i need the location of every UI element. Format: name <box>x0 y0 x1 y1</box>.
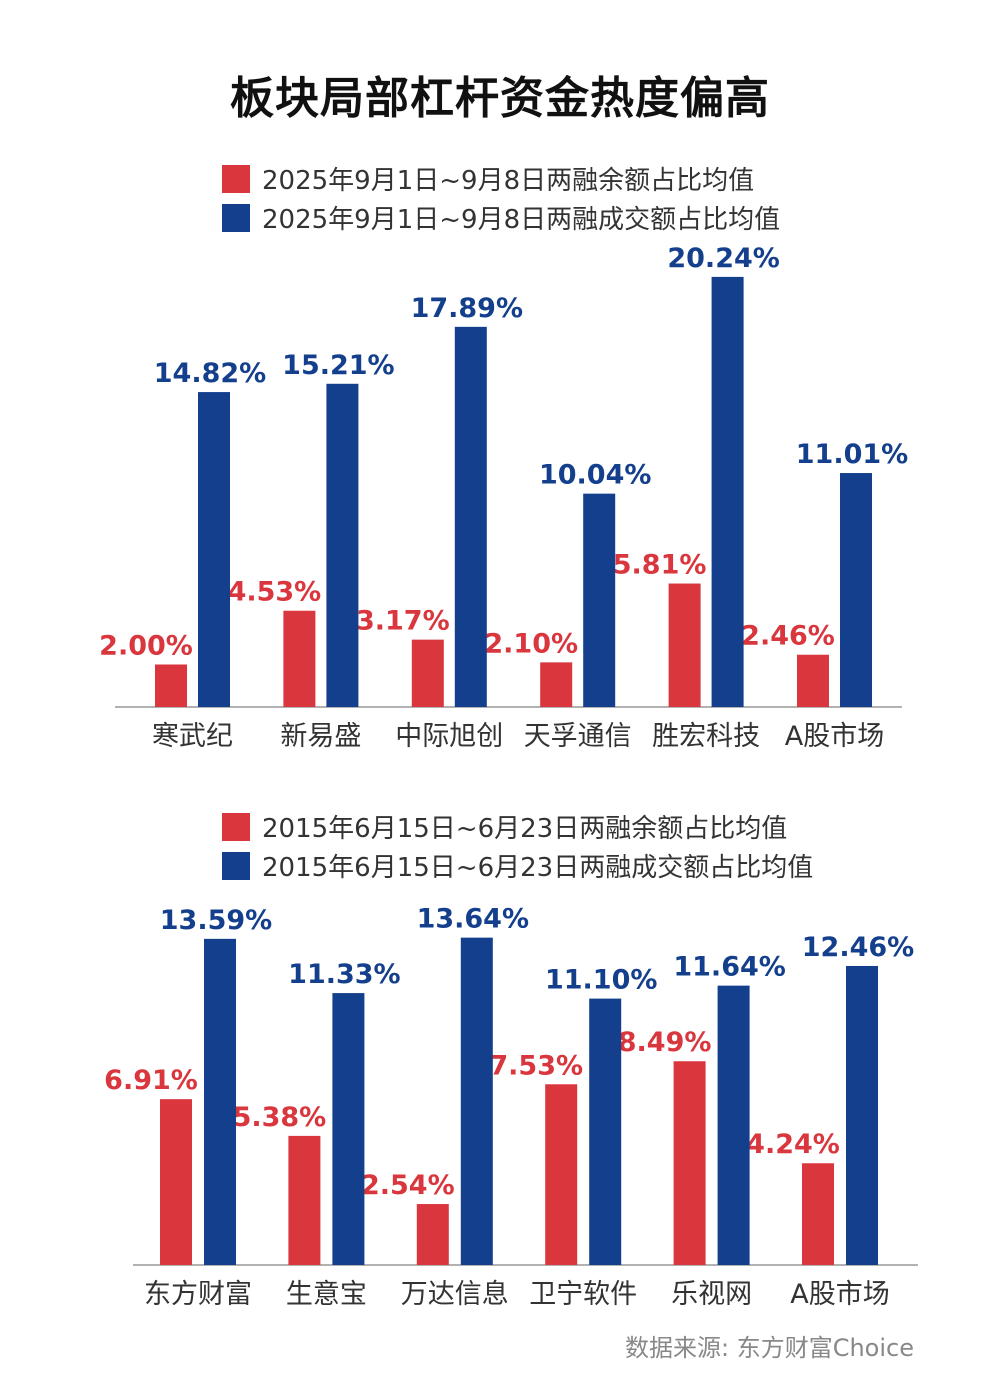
data-label: 2.10% <box>484 628 578 659</box>
category-label: 寒武纪 <box>152 721 233 752</box>
legend-item-c2-s1: 2015年6月15日~6月23日两融余额占比均值 <box>222 808 787 845</box>
data-label: 4.24% <box>746 1129 840 1160</box>
category-label: 中际旭创 <box>395 721 503 752</box>
blue-bar <box>198 392 230 707</box>
category-label: 东方财富 <box>144 1279 252 1310</box>
legend-label: 2015年6月15日~6月23日两融余额占比均值 <box>262 814 788 844</box>
red-bar <box>797 654 829 707</box>
data-label: 8.49% <box>618 1027 712 1058</box>
blue-bar <box>846 965 878 1265</box>
category-label: 乐视网 <box>671 1279 752 1310</box>
red-bar <box>802 1163 834 1265</box>
legend-item-c2-s2: 2015年6月15日~6月23日两融成交额占比均值 <box>222 847 813 884</box>
category-label: A股市场 <box>785 721 884 752</box>
red-bar <box>545 1084 578 1265</box>
data-label: 7.53% <box>489 1050 583 1081</box>
data-label: 11.33% <box>288 959 400 990</box>
data-label: 6.91% <box>104 1065 198 1096</box>
category-label: 万达信息 <box>401 1279 509 1310</box>
legend-swatch-blue <box>222 203 250 232</box>
legend-item-c1-s2: 2025年9月1日~9月8日两融成交额占比均值 <box>222 199 780 236</box>
data-label: 11.01% <box>796 439 908 470</box>
data-label: 5.38% <box>233 1102 327 1133</box>
red-bar <box>288 1135 321 1265</box>
category-label: 新易盛 <box>280 721 361 752</box>
blue-bar <box>583 493 616 707</box>
category-label: 胜宏科技 <box>652 721 760 752</box>
blue-bar <box>840 473 872 707</box>
blue-bar <box>454 326 487 707</box>
legend-item-c1-s1: 2025年9月1日~9月8日两融余额占比均值 <box>222 160 754 197</box>
page-title: 板块局部杠杆资金热度偏高 <box>230 73 770 124</box>
data-label: 11.64% <box>673 952 785 983</box>
red-bar <box>283 610 316 707</box>
data-label: 3.17% <box>356 606 450 637</box>
blue-bar <box>717 985 750 1265</box>
red-bar <box>540 662 573 707</box>
blue-bar <box>332 993 365 1265</box>
blue-bar <box>326 383 359 707</box>
data-label: 12.46% <box>802 932 914 963</box>
data-label: 11.10% <box>545 965 657 996</box>
data-label: 15.21% <box>282 350 394 381</box>
data-label: 2.46% <box>741 621 835 652</box>
data-label: 2.00% <box>99 631 193 662</box>
blue-bar <box>711 276 744 707</box>
data-label: 4.53% <box>228 577 322 608</box>
blue-bar <box>589 998 622 1265</box>
red-bar <box>668 583 701 707</box>
red-bar <box>155 664 187 707</box>
data-label: 13.59% <box>160 905 272 936</box>
blue-bar <box>460 937 493 1265</box>
category-label: 天孚通信 <box>524 721 632 752</box>
red-bar <box>673 1061 706 1265</box>
data-label: 20.24% <box>667 243 779 274</box>
data-label: 14.82% <box>154 358 266 389</box>
category-label: A股市场 <box>790 1279 889 1310</box>
data-label: 13.64% <box>417 904 529 935</box>
data-label: 2.54% <box>361 1170 455 1201</box>
legend-swatch-red <box>222 812 250 841</box>
legend-label: 2015年6月15日~6月23日两融成交额占比均值 <box>262 853 814 883</box>
legend-swatch-red <box>222 164 250 193</box>
data-label: 10.04% <box>539 460 651 491</box>
red-bar <box>411 639 444 707</box>
legend-label: 2025年9月1日~9月8日两融成交额占比均值 <box>262 205 781 235</box>
source-note: 数据来源: 东方财富Choice <box>625 1334 914 1362</box>
blue-bar <box>204 938 236 1265</box>
legend-swatch-blue <box>222 851 250 880</box>
category-label: 生意宝 <box>286 1279 367 1310</box>
red-bar <box>160 1099 192 1265</box>
data-label: 5.81% <box>613 550 707 581</box>
legend-label: 2025年9月1日~9月8日两融余额占比均值 <box>262 166 755 196</box>
data-label: 17.89% <box>411 293 523 324</box>
red-bar <box>416 1204 449 1265</box>
category-label: 卫宁软件 <box>529 1279 637 1310</box>
